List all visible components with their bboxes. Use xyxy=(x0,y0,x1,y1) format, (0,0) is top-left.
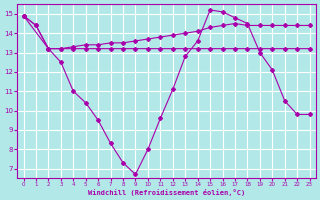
X-axis label: Windchill (Refroidissement éolien,°C): Windchill (Refroidissement éolien,°C) xyxy=(88,189,245,196)
